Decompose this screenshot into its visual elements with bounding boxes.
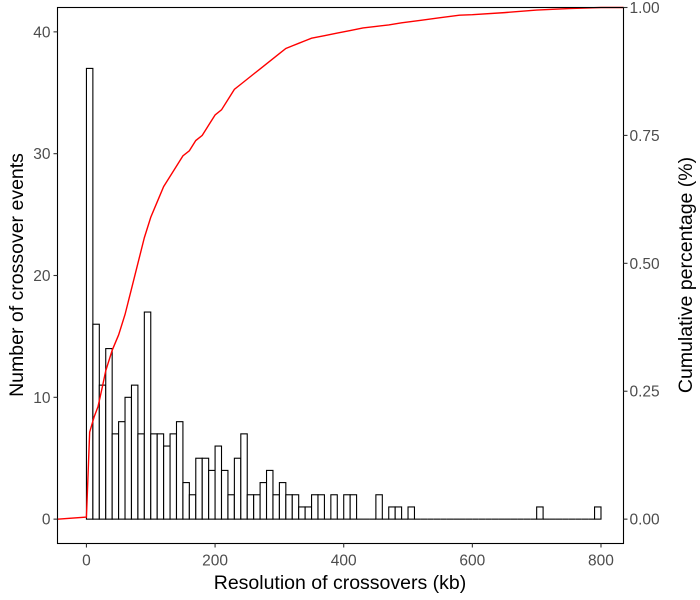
histogram-bar <box>265 469 274 520</box>
histogram-bar <box>388 506 396 520</box>
histogram-bar <box>118 421 126 520</box>
histogram-bar <box>227 494 235 520</box>
histogram-bar <box>343 494 351 520</box>
histogram-bar <box>285 494 293 520</box>
y2-tick-label: 1.00 <box>630 0 661 17</box>
histogram-bar <box>111 433 120 520</box>
y-axis-left: 0 10 20 30 40 <box>33 24 58 529</box>
histogram-bar <box>349 494 358 520</box>
histogram-bar <box>536 506 544 520</box>
histogram-bar <box>150 433 158 520</box>
histogram-bar <box>259 482 268 520</box>
histogram-bar <box>253 494 261 520</box>
histogram-bar <box>92 323 100 520</box>
cumulative-line <box>57 6 624 520</box>
histogram-bar <box>130 384 139 520</box>
x-tick-label: 800 <box>588 553 614 570</box>
y2-tick-label: 0.00 <box>630 512 661 529</box>
x-axis: 0 200 400 600 800 <box>82 543 614 570</box>
x-tick-label: 0 <box>82 553 91 570</box>
histogram-bar <box>214 445 223 520</box>
y2-axis-title: Cumulative percentage (%) <box>675 157 697 393</box>
histogram-bar <box>240 433 248 520</box>
x-tick-label: 600 <box>459 553 485 570</box>
histogram-bar <box>156 433 165 520</box>
histogram-bar <box>182 482 190 520</box>
histogram-bar <box>233 457 242 520</box>
histogram-bar <box>169 433 178 520</box>
y2-tick-label: 0.75 <box>630 128 660 145</box>
histogram-bar <box>272 494 280 520</box>
histogram-bar <box>163 445 171 520</box>
histogram-bar <box>98 384 107 520</box>
y-tick-label: 10 <box>33 390 51 407</box>
y-tick-label: 40 <box>33 24 51 41</box>
y-axis-right: 0.00 0.25 0.50 0.75 1.00 <box>623 0 661 529</box>
histogram-bar <box>298 506 306 520</box>
histogram-bar <box>278 482 287 520</box>
histogram-bar <box>85 67 94 520</box>
histogram-bar <box>246 494 255 520</box>
y-tick-label: 20 <box>33 268 51 285</box>
x-tick-label: 200 <box>202 553 228 570</box>
histogram-bar <box>291 494 300 520</box>
histogram-bar <box>317 494 325 520</box>
histogram-bar <box>394 506 403 520</box>
histogram-bar <box>220 469 229 520</box>
y2-tick-label: 0.50 <box>630 256 661 273</box>
histogram-bar <box>124 396 133 520</box>
histogram-bar <box>137 433 145 520</box>
histogram-bar <box>375 494 383 520</box>
histogram-bar <box>311 494 319 520</box>
y-tick-label: 30 <box>33 146 51 163</box>
histogram-bar <box>594 506 602 520</box>
histogram-bars <box>85 67 602 520</box>
histogram-bar <box>407 506 416 520</box>
histogram-bar <box>105 348 113 520</box>
y-axis-title: Number of crossover events <box>6 153 28 397</box>
histogram-bar <box>175 421 184 520</box>
histogram-bar <box>188 494 197 520</box>
histogram-bar <box>143 311 152 520</box>
histogram-bar <box>330 494 338 520</box>
histogram-bar <box>201 457 210 520</box>
histogram-bar <box>208 469 216 520</box>
x-tick-label: 400 <box>331 553 357 570</box>
x-axis-title: Resolution of crossovers (kb) <box>214 572 467 594</box>
histogram-bar <box>195 457 203 520</box>
y-tick-label: 0 <box>42 512 51 529</box>
y2-tick-label: 0.25 <box>630 384 660 401</box>
histogram-bar <box>304 506 313 520</box>
